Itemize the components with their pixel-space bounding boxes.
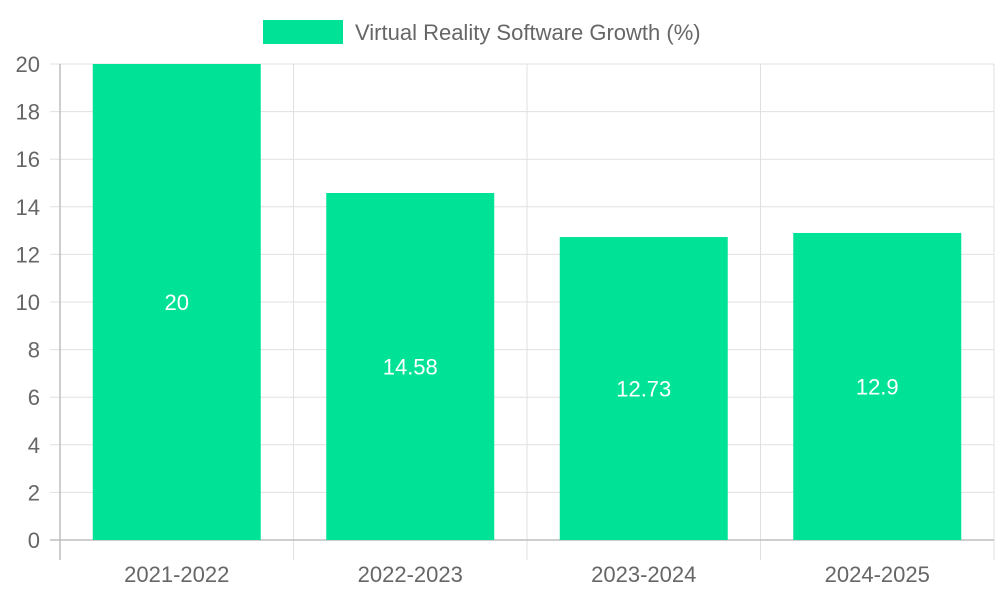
y-tick-label: 6 [28, 385, 40, 410]
data-labels: 20 14.58 12.73 12.9 [165, 290, 899, 402]
bar[interactable] [559, 237, 728, 540]
x-tick-label: 2022-2023 [358, 562, 463, 587]
bars [92, 64, 962, 541]
x-axis-ticks: 2021-2022 2022-2023 2023-2024 2024-2025 [124, 562, 930, 587]
x-tick-label: 2023-2024 [591, 562, 696, 587]
y-tick-label: 8 [28, 338, 40, 363]
y-tick-label: 14 [16, 195, 40, 220]
bar-value-label: 20 [165, 290, 189, 315]
y-tick-label: 0 [28, 528, 40, 553]
bar[interactable] [92, 64, 261, 540]
y-tick-label: 12 [16, 242, 40, 267]
y-tick-label: 18 [16, 100, 40, 125]
chart-legend[interactable]: Virtual Reality Software Growth (%) [263, 20, 701, 45]
y-axis-ticks: 0 2 4 6 8 10 12 14 16 18 20 [16, 52, 40, 553]
y-tick-label: 10 [16, 290, 40, 315]
y-tick-label: 2 [28, 480, 40, 505]
bar-value-label: 14.58 [383, 354, 438, 379]
legend-label: Virtual Reality Software Growth (%) [355, 20, 701, 45]
y-tick-label: 4 [28, 433, 40, 458]
legend-swatch [263, 20, 343, 44]
x-tick-label: 2024-2025 [825, 562, 930, 587]
y-tick-label: 16 [16, 147, 40, 172]
bar-value-label: 12.9 [856, 374, 899, 399]
bar-value-label: 12.73 [616, 377, 671, 402]
bar[interactable] [793, 232, 962, 541]
y-tick-label: 20 [16, 52, 40, 77]
x-tick-label: 2021-2022 [124, 562, 229, 587]
bar[interactable] [326, 192, 495, 540]
